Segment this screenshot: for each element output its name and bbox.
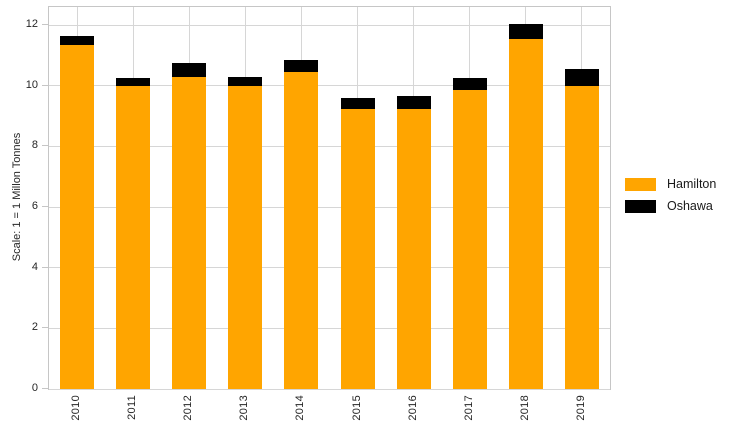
bar-segment-oshawa-2012 (172, 63, 207, 77)
y-axis-tick-label: 2 (31, 321, 38, 334)
bar-segment-oshawa-2015 (340, 97, 375, 109)
x-axis-label: 2011 (126, 395, 139, 420)
legend-label-oshawa: Oshawa (667, 199, 713, 213)
y-axis-tick (42, 327, 48, 329)
bar-segment-hamilton-2010 (60, 44, 95, 389)
y-axis-tick (42, 24, 48, 26)
hamilton-swatch-icon (625, 177, 656, 191)
y-axis-tick-label: 4 (31, 260, 38, 273)
y-axis-tick-label: 12 (25, 18, 38, 31)
bar-segment-hamilton-2013 (228, 85, 263, 389)
y-axis-tick-label: 8 (31, 139, 38, 152)
bar-segment-oshawa-2014 (284, 60, 319, 73)
bar-segment-oshawa-2016 (396, 96, 431, 109)
gridline-horizontal (49, 85, 610, 87)
legend-item-oshawa: Oshawa (625, 199, 716, 213)
y-axis-tick (42, 388, 48, 389)
legend-label-hamilton: Hamilton (667, 177, 717, 191)
x-axis-label: 2017 (462, 395, 475, 421)
x-axis-label: 2018 (518, 395, 531, 421)
bar-segment-oshawa-2010 (60, 35, 95, 45)
legend-item-hamilton: Hamilton (625, 177, 716, 191)
bar-segment-hamilton-2012 (172, 76, 207, 389)
plot-area (48, 6, 611, 390)
bar-segment-oshawa-2013 (228, 76, 263, 86)
bar-segment-oshawa-2019 (564, 69, 599, 86)
bar-segment-hamilton-2018 (508, 38, 543, 389)
bar-segment-oshawa-2018 (508, 23, 543, 39)
y-axis-tick-label: 0 (31, 382, 38, 394)
x-axis-label: 2019 (574, 395, 587, 421)
y-axis-tick (42, 206, 48, 208)
bar-segment-hamilton-2017 (452, 90, 487, 389)
bar-segment-hamilton-2011 (116, 85, 151, 389)
y-axis-tick (42, 84, 48, 86)
y-axis-tick (42, 145, 48, 147)
gridline-horizontal (49, 24, 610, 26)
oshawa-swatch-icon (625, 199, 656, 213)
bar-segment-hamilton-2014 (284, 72, 319, 389)
bar-segment-hamilton-2016 (396, 108, 431, 389)
gridline-horizontal (49, 327, 610, 329)
x-axis-label: 2010 (70, 395, 83, 421)
bar-segment-oshawa-2017 (452, 78, 487, 91)
x-axis-label: 2015 (350, 395, 363, 421)
gridline-horizontal (49, 267, 610, 269)
bar-segment-hamilton-2015 (340, 108, 375, 389)
y-axis-tick-label: 6 (31, 200, 38, 213)
x-axis-label: 2016 (406, 395, 419, 421)
x-axis-label: 2013 (238, 395, 251, 421)
y-axis-tick-label: 10 (25, 78, 38, 91)
x-axis: 2010 2011 2012 2013 2014 2015 2016 2017 2018 2019 (48, 390, 611, 433)
gridline-horizontal (49, 206, 610, 208)
gridline-horizontal (49, 388, 610, 390)
x-axis-label: 2014 (294, 395, 307, 421)
y-axis-tick (42, 266, 48, 268)
x-axis-label: 2012 (182, 395, 195, 421)
legend: Hamilton Oshawa (625, 177, 716, 221)
gridline-horizontal (49, 145, 610, 147)
y-axis: 0 2 4 6 8 10 12 (0, 6, 48, 394)
bar-segment-oshawa-2011 (116, 78, 151, 86)
bar-segment-hamilton-2019 (564, 85, 599, 389)
